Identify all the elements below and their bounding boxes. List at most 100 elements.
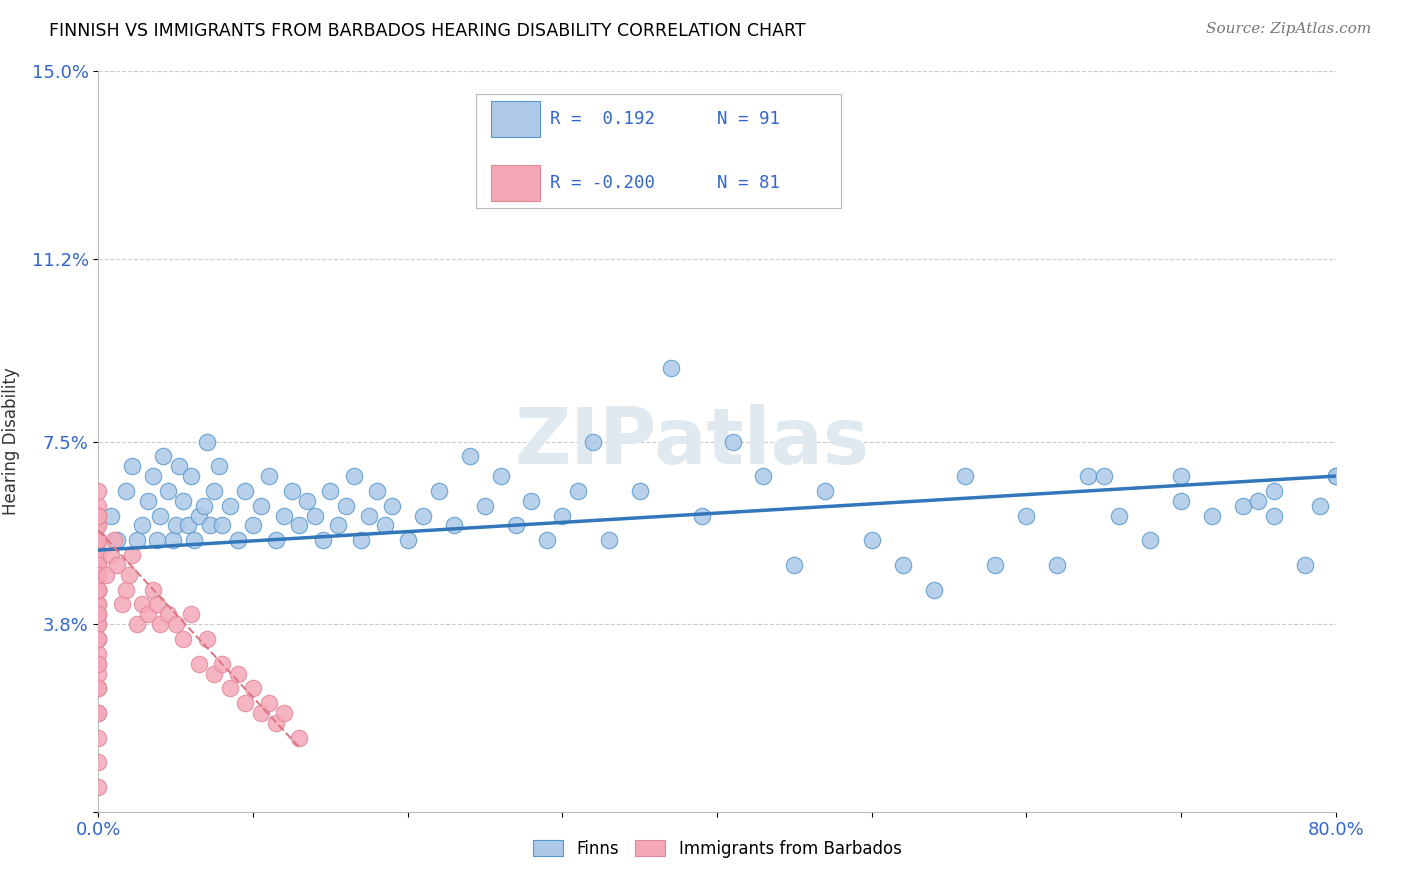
Point xyxy=(141,469,165,483)
Point xyxy=(146,598,169,612)
Point xyxy=(233,483,257,498)
Point xyxy=(87,558,110,572)
Point xyxy=(136,607,159,622)
Point xyxy=(264,533,288,548)
Point xyxy=(87,567,110,582)
Point xyxy=(953,469,976,483)
Text: N = 91: N = 91 xyxy=(717,110,780,128)
Point xyxy=(121,548,143,562)
Point xyxy=(87,508,110,523)
Point xyxy=(87,632,110,646)
Point xyxy=(257,469,280,483)
Point xyxy=(891,558,914,572)
FancyBboxPatch shape xyxy=(475,94,841,209)
Point xyxy=(87,483,110,498)
Point xyxy=(396,533,419,548)
Point xyxy=(87,508,110,523)
Point xyxy=(567,483,589,498)
Point xyxy=(690,508,713,523)
Point xyxy=(105,558,128,572)
Point xyxy=(350,533,373,548)
Point xyxy=(551,508,574,523)
Point xyxy=(87,647,110,661)
Point xyxy=(87,533,110,548)
Point xyxy=(167,459,190,474)
Point xyxy=(1170,469,1192,483)
Point xyxy=(87,582,110,597)
Point xyxy=(1263,508,1285,523)
Point xyxy=(87,706,110,720)
Point xyxy=(219,499,242,513)
Point xyxy=(1201,508,1223,523)
Point xyxy=(366,483,388,498)
Point xyxy=(87,567,110,582)
Point xyxy=(87,508,110,523)
Point xyxy=(659,360,682,375)
Point xyxy=(326,518,350,533)
Point xyxy=(87,582,110,597)
Point xyxy=(96,567,118,582)
Text: R = -0.200: R = -0.200 xyxy=(550,174,655,192)
Point xyxy=(87,533,110,548)
Point xyxy=(1324,469,1347,483)
FancyBboxPatch shape xyxy=(491,165,540,201)
Point xyxy=(87,548,110,562)
Point xyxy=(297,493,319,508)
Point xyxy=(121,459,143,474)
Point xyxy=(1139,533,1161,548)
Point xyxy=(489,469,512,483)
Point xyxy=(127,617,149,632)
Point xyxy=(152,450,174,464)
Point xyxy=(149,508,172,523)
Point xyxy=(157,607,180,622)
Point xyxy=(1170,493,1192,508)
Point xyxy=(87,607,110,622)
Point xyxy=(103,533,125,548)
Point xyxy=(1077,469,1099,483)
Point xyxy=(180,469,202,483)
Point xyxy=(87,632,110,646)
Point xyxy=(195,632,218,646)
Point xyxy=(381,499,404,513)
Point xyxy=(357,508,380,523)
Point xyxy=(100,508,122,523)
Point xyxy=(412,508,434,523)
Point xyxy=(87,681,110,696)
Point xyxy=(188,508,211,523)
Point xyxy=(474,499,496,513)
Point xyxy=(87,756,110,770)
Text: N = 81: N = 81 xyxy=(717,174,780,192)
Point xyxy=(319,483,342,498)
Point xyxy=(520,493,543,508)
Point xyxy=(1108,508,1130,523)
Point xyxy=(87,780,110,794)
Point xyxy=(264,715,288,730)
Point xyxy=(87,533,110,548)
Point xyxy=(204,666,226,681)
Point xyxy=(273,706,295,720)
Point xyxy=(242,518,264,533)
Point xyxy=(188,657,211,671)
Point xyxy=(204,483,226,498)
Point xyxy=(115,483,138,498)
Point xyxy=(374,518,396,533)
Legend: Finns, Immigrants from Barbados: Finns, Immigrants from Barbados xyxy=(524,831,910,866)
Point xyxy=(87,666,110,681)
Point xyxy=(165,617,187,632)
Point xyxy=(335,499,357,513)
Point xyxy=(87,632,110,646)
Point xyxy=(87,582,110,597)
Point xyxy=(87,582,110,597)
Point xyxy=(922,582,945,597)
Point xyxy=(111,598,132,612)
Point xyxy=(87,533,110,548)
Point xyxy=(100,548,122,562)
Text: ZIPatlas: ZIPatlas xyxy=(515,403,870,480)
Point xyxy=(1294,558,1316,572)
Point xyxy=(598,533,620,548)
Point xyxy=(87,558,110,572)
Point xyxy=(242,681,264,696)
Point xyxy=(257,696,280,710)
Point xyxy=(752,469,775,483)
Point xyxy=(87,518,110,533)
